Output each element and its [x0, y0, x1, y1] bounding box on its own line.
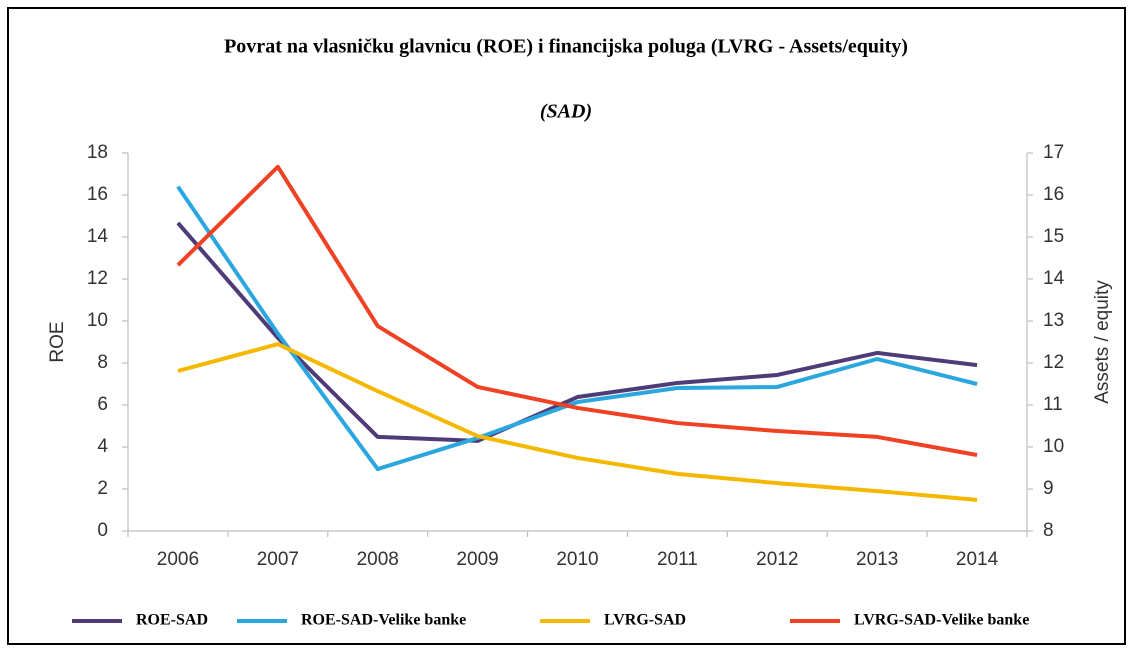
y2-tick-label: 17 — [1043, 142, 1064, 163]
y2-axis-label: Assets / equity — [1092, 280, 1113, 404]
y2-tick-label: 9 — [1043, 478, 1054, 499]
y-tick-label: 4 — [97, 436, 108, 457]
y2-tick-label: 14 — [1043, 268, 1065, 289]
y-tick-label: 10 — [87, 310, 108, 331]
x-tick-label: 2006 — [157, 549, 199, 570]
y-tick-label: 0 — [97, 520, 108, 541]
y2-tick-label: 12 — [1043, 352, 1064, 373]
legend-label: ROE-SAD-Velike banke — [301, 612, 466, 629]
x-tick-label: 2010 — [556, 549, 598, 570]
x-tick-label: 2013 — [856, 549, 898, 570]
frame — [7, 7, 1126, 645]
legend-label: LVRG-SAD-Velike banke — [854, 612, 1029, 629]
x-tick-label: 2008 — [357, 549, 399, 570]
chart-title: Povrat na vlasničku glavnicu (ROE) i fin… — [224, 36, 908, 58]
series-line — [176, 164, 978, 457]
y-axis-label: ROE — [47, 321, 68, 362]
y-tick-label: 2 — [97, 478, 108, 499]
legend-label: LVRG-SAD — [604, 612, 686, 629]
y-tick-label: 16 — [87, 184, 108, 205]
series-line — [176, 221, 978, 443]
y2-tick-label: 13 — [1043, 310, 1064, 331]
y2-tick-label: 15 — [1043, 226, 1064, 247]
y2-tick-label: 8 — [1043, 520, 1054, 541]
y2-tick-label: 10 — [1043, 436, 1064, 457]
y2-tick-label: 16 — [1043, 184, 1064, 205]
x-tick-label: 2012 — [756, 549, 798, 570]
series-line — [177, 342, 978, 502]
x-tick-label: 2014 — [956, 549, 999, 570]
series-line — [176, 185, 978, 472]
y2-tick-label: 11 — [1043, 394, 1063, 415]
legend-label: ROE-SAD — [136, 612, 208, 629]
x-tick-label: 2011 — [657, 549, 698, 570]
y-tick-label: 12 — [87, 268, 108, 289]
y-tick-label: 18 — [87, 142, 108, 163]
y-tick-label: 8 — [97, 352, 108, 373]
y-tick-label: 6 — [97, 394, 108, 415]
chart-subtitle: (SAD) — [540, 101, 592, 123]
x-tick-label: 2009 — [456, 549, 498, 570]
x-tick-label: 2007 — [257, 549, 299, 570]
y-tick-label: 14 — [87, 226, 109, 247]
